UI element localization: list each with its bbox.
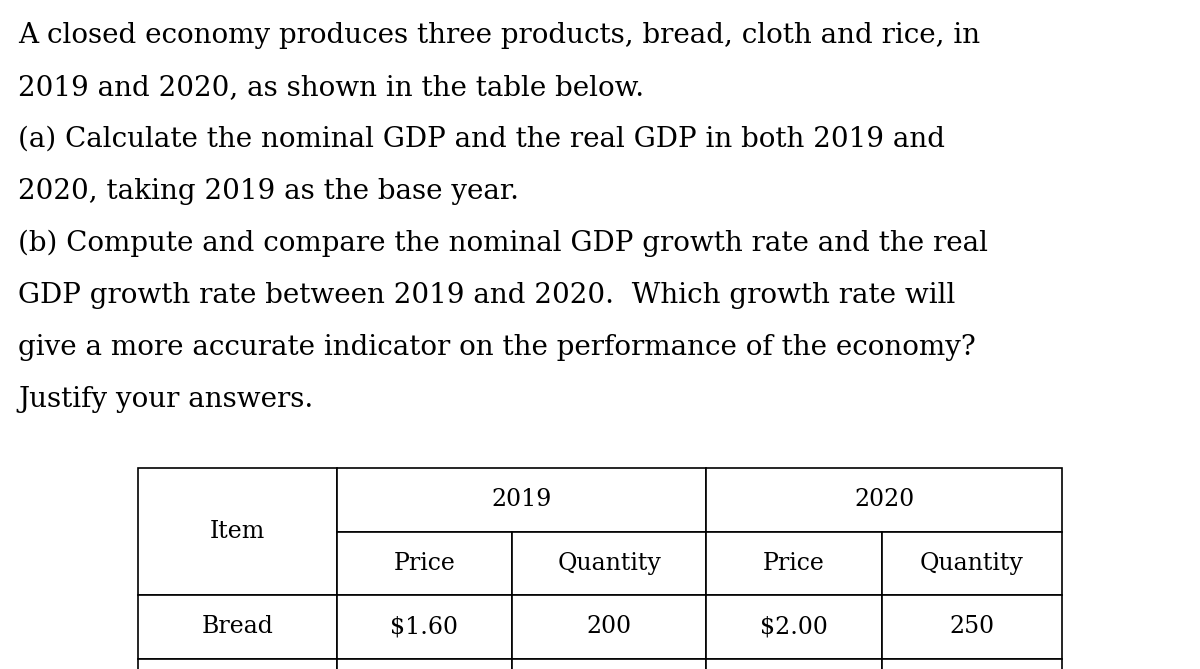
Text: A closed economy produces three products, bread, cloth and rice, in: A closed economy produces three products… [18, 22, 980, 49]
Bar [138, 468, 337, 595]
Text: Justify your answers.: Justify your answers. [18, 386, 313, 413]
Bar [882, 659, 1062, 669]
Bar [138, 595, 337, 659]
Text: 250: 250 [949, 615, 995, 638]
Bar [707, 595, 882, 659]
Text: (b) Compute and compare the nominal GDP growth rate and the real: (b) Compute and compare the nominal GDP … [18, 230, 988, 258]
Text: Price: Price [394, 552, 455, 575]
Text: $2.00: $2.00 [760, 615, 828, 638]
Bar [882, 595, 1062, 659]
Text: Item: Item [210, 520, 265, 543]
Text: 2020: 2020 [854, 488, 914, 511]
Text: 2019: 2019 [491, 488, 552, 511]
Text: 2020, taking 2019 as the base year.: 2020, taking 2019 as the base year. [18, 178, 520, 205]
Text: 200: 200 [587, 615, 632, 638]
Bar [707, 659, 882, 669]
Bar [337, 659, 512, 669]
Bar [707, 532, 882, 595]
Text: 2019 and 2020, as shown in the table below.: 2019 and 2020, as shown in the table bel… [18, 74, 644, 101]
Bar [882, 532, 1062, 595]
Bar [512, 659, 707, 669]
Bar [337, 532, 512, 595]
Text: Quantity: Quantity [920, 552, 1024, 575]
Bar [337, 595, 512, 659]
Text: Quantity: Quantity [557, 552, 661, 575]
Text: GDP growth rate between 2019 and 2020.  Which growth rate will: GDP growth rate between 2019 and 2020. W… [18, 282, 955, 309]
Bar [512, 532, 707, 595]
Text: (a) Calculate the nominal GDP and the real GDP in both 2019 and: (a) Calculate the nominal GDP and the re… [18, 126, 946, 153]
Bar [138, 659, 337, 669]
Text: Price: Price [763, 552, 824, 575]
Text: give a more accurate indicator on the performance of the economy?: give a more accurate indicator on the pe… [18, 334, 976, 361]
Bar [707, 468, 1062, 532]
Text: $1.60: $1.60 [390, 615, 458, 638]
Bar [512, 595, 707, 659]
Bar [337, 468, 707, 532]
Text: Bread: Bread [202, 615, 274, 638]
